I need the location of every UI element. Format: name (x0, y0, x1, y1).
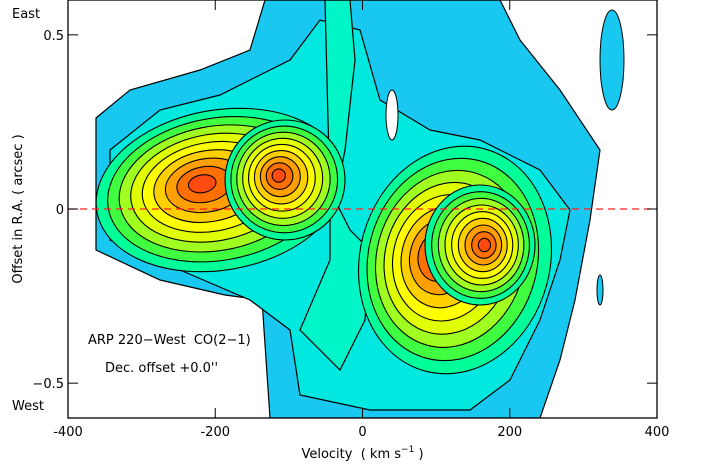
x-label-exponent: −1 (401, 445, 414, 455)
contour (477, 237, 492, 253)
east-label: East (12, 7, 40, 22)
contour-hole (385, 89, 399, 141)
y-tick-label: −0.5 (32, 377, 64, 392)
contour-island (599, 9, 625, 111)
contour-island (596, 274, 604, 306)
west-label: West (12, 399, 44, 414)
y-tick-label: 0 (56, 203, 64, 218)
x-label-tail: ) (414, 447, 423, 462)
y-tick-label: 0.5 (43, 29, 64, 44)
contour (271, 168, 286, 183)
x-tick-label: 400 (645, 425, 670, 440)
annotation: ARP 220−West CO(2−1) (88, 333, 251, 348)
x-label-text: Velocity ( km s (301, 447, 401, 462)
x-tick-label: -200 (200, 425, 230, 440)
x-tick-label: 0 (358, 425, 366, 440)
y-axis-label: Offset in R.A. ( arcsec ) (11, 134, 26, 283)
contour (187, 174, 217, 194)
annotation: Dec. offset +0.0'' (105, 361, 218, 376)
contour-field (95, 0, 625, 418)
x-tick-label: 200 (497, 425, 522, 440)
x-tick-label: -400 (53, 425, 83, 440)
x-axis-label: Velocity ( km s−1 ) (301, 445, 423, 462)
